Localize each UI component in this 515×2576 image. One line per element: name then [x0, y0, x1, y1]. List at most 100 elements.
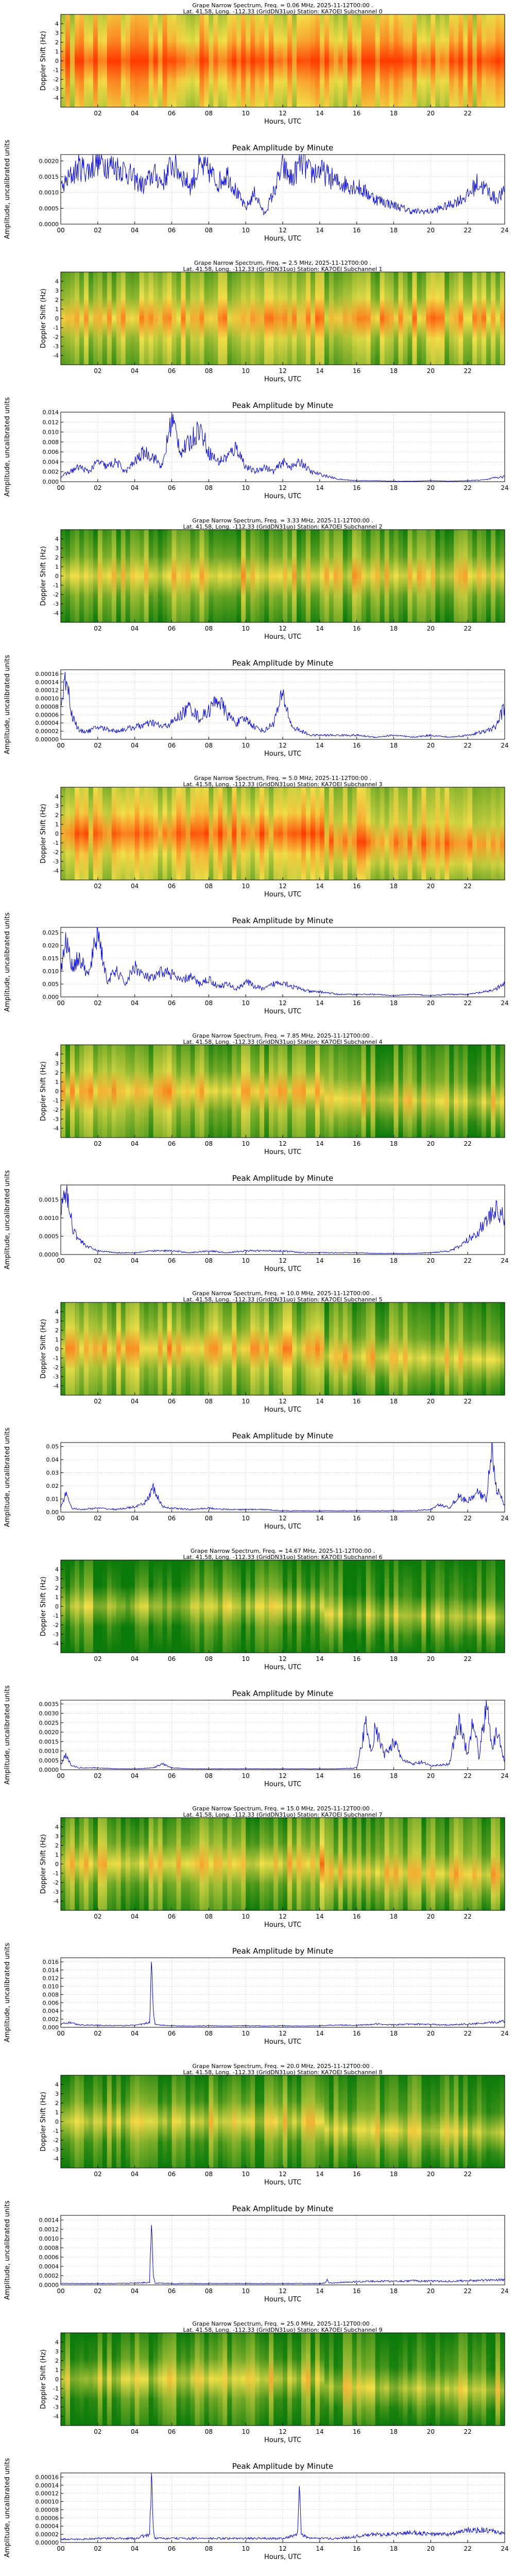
spectrogram-column — [283, 530, 288, 622]
x-tick-label: 02 — [94, 742, 101, 749]
x-tick-label: 12 — [279, 625, 286, 632]
spectrogram-column — [70, 530, 75, 622]
spectrogram-column — [403, 530, 408, 622]
x-tick-label: 12 — [279, 2428, 286, 2435]
spectrogram-column — [209, 1045, 214, 1138]
spectrogram-column — [403, 1560, 408, 1653]
amplitude-title: Peak Amplitude by Minute — [232, 916, 333, 925]
spectrogram-column — [260, 1045, 265, 1138]
spectrogram-column — [315, 14, 320, 107]
spectrogram-column — [305, 1302, 311, 1395]
spectrogram-column — [162, 14, 168, 107]
spectrogram-column — [468, 2333, 473, 2426]
spectrogram-column — [347, 14, 353, 107]
x-axis-label: Hours, UTC — [264, 1664, 301, 1671]
spectrogram-column — [153, 1045, 159, 1138]
spectrogram-column — [347, 1302, 353, 1395]
spectrogram-column — [222, 1302, 228, 1395]
x-tick-label: 04 — [131, 883, 139, 890]
spectrogram-column — [329, 2333, 334, 2426]
spectrogram-column — [393, 1560, 399, 1653]
spectrogram-column — [440, 1302, 445, 1395]
y-tick-label: 2 — [55, 1585, 59, 1591]
y-axis-label: Amplitude, uncalibrated units — [4, 1685, 11, 1785]
y-tick-label: 3 — [55, 2091, 59, 2097]
spectrogram-column — [296, 1818, 302, 1910]
x-axis-label: Hours, UTC — [264, 891, 301, 899]
x-tick-label: 14 — [316, 883, 323, 890]
spectrogram-column — [102, 272, 108, 365]
spectrogram-column — [176, 2333, 182, 2426]
y-tick-label: -1 — [53, 2385, 59, 2392]
x-tick-label: 22 — [464, 1257, 472, 1264]
spectrogram-column — [366, 1302, 371, 1395]
x-tick-label: 14 — [316, 1257, 323, 1264]
spectrogram-column — [486, 1302, 491, 1395]
spectrogram-column — [232, 530, 237, 622]
spectrogram-column — [213, 1818, 218, 1910]
x-tick-label: 20 — [427, 110, 435, 117]
y-tick-label: -1 — [53, 582, 59, 589]
spectrogram-column — [74, 2075, 80, 2168]
y-tick-label: 4 — [55, 278, 59, 285]
spectrogram-column — [366, 14, 371, 107]
spectrogram-column — [366, 1045, 371, 1138]
spectrogram-title-line1: Grape Narrow Spectrum, Freq. = 25.0 MHz,… — [192, 2320, 373, 2327]
spectrogram-column — [491, 2333, 496, 2426]
spectrogram-column — [209, 272, 214, 365]
spectrogram-column — [500, 787, 505, 880]
spectrogram-column — [264, 1818, 269, 1910]
spectrogram-column — [181, 1302, 186, 1395]
spectrogram-column — [454, 787, 459, 880]
spectrogram-column — [121, 530, 126, 622]
x-tick-label: 02 — [94, 1515, 101, 1522]
x-tick-label: 08 — [205, 2171, 213, 2178]
spectrogram-column — [338, 1302, 344, 1395]
y-tick-label: 0.0008 — [39, 2245, 59, 2251]
spectrogram-column — [356, 2333, 362, 2426]
x-tick-label: 14 — [316, 742, 323, 749]
x-tick-label: 22 — [464, 1913, 472, 1920]
spectrogram-column — [269, 14, 274, 107]
spectrogram-column — [213, 530, 218, 622]
x-tick-label: 04 — [131, 110, 139, 117]
spectrogram-field — [61, 272, 505, 365]
spectrogram-column — [384, 2333, 390, 2426]
x-tick-label: 10 — [242, 2428, 250, 2435]
spectrogram-column — [93, 14, 98, 107]
spectrogram-column — [458, 1560, 464, 1653]
x-tick-label: 12 — [279, 1257, 286, 1264]
x-axis-label: Hours, UTC — [264, 750, 301, 758]
y-tick-label: 2 — [55, 1327, 59, 1334]
spectrogram-column — [375, 1560, 381, 1653]
y-tick-label: 2 — [55, 2358, 59, 2364]
spectrogram-column — [107, 787, 112, 880]
spectrogram-column — [204, 1818, 209, 1910]
spectrogram-column — [273, 1818, 279, 1910]
spectrogram-column — [93, 2075, 98, 2168]
spectrogram-column — [380, 1560, 385, 1653]
spectrogram-3: Grape Narrow Spectrum, Freq. = 5.0 MHz, … — [40, 775, 505, 899]
spectrogram-column — [79, 2075, 84, 2168]
spectrogram-title-line2: Lat. 41.58, Long. -112.33 (GridDN31uo) S… — [183, 781, 383, 788]
spectrogram-column — [500, 1818, 505, 1910]
spectrogram-column — [116, 1818, 122, 1910]
x-tick-label: 16 — [353, 484, 360, 492]
spectrogram-column — [296, 272, 302, 365]
x-tick-label: 24 — [501, 742, 508, 749]
spectrogram-column — [412, 1302, 417, 1395]
x-tick-label: 06 — [168, 1140, 176, 1147]
x-tick-label: 22 — [464, 1140, 472, 1147]
spectrogram-column — [426, 787, 431, 880]
x-tick-label: 04 — [131, 1772, 139, 1780]
spectrogram-title-line2: Lat. 41.58, Long. -112.33 (GridDN31uo) S… — [183, 1296, 383, 1303]
spectrogram-column — [500, 1560, 505, 1653]
y-tick-label: 1 — [55, 2367, 59, 2374]
spectrogram-column — [421, 2075, 426, 2168]
spectrogram-column — [486, 2075, 491, 2168]
x-tick-label: 10 — [242, 110, 250, 117]
x-axis-label: Hours, UTC — [264, 1921, 301, 1929]
spectrogram-column — [176, 14, 182, 107]
spectrogram-column — [171, 787, 177, 880]
spectrogram-column — [250, 1302, 255, 1395]
